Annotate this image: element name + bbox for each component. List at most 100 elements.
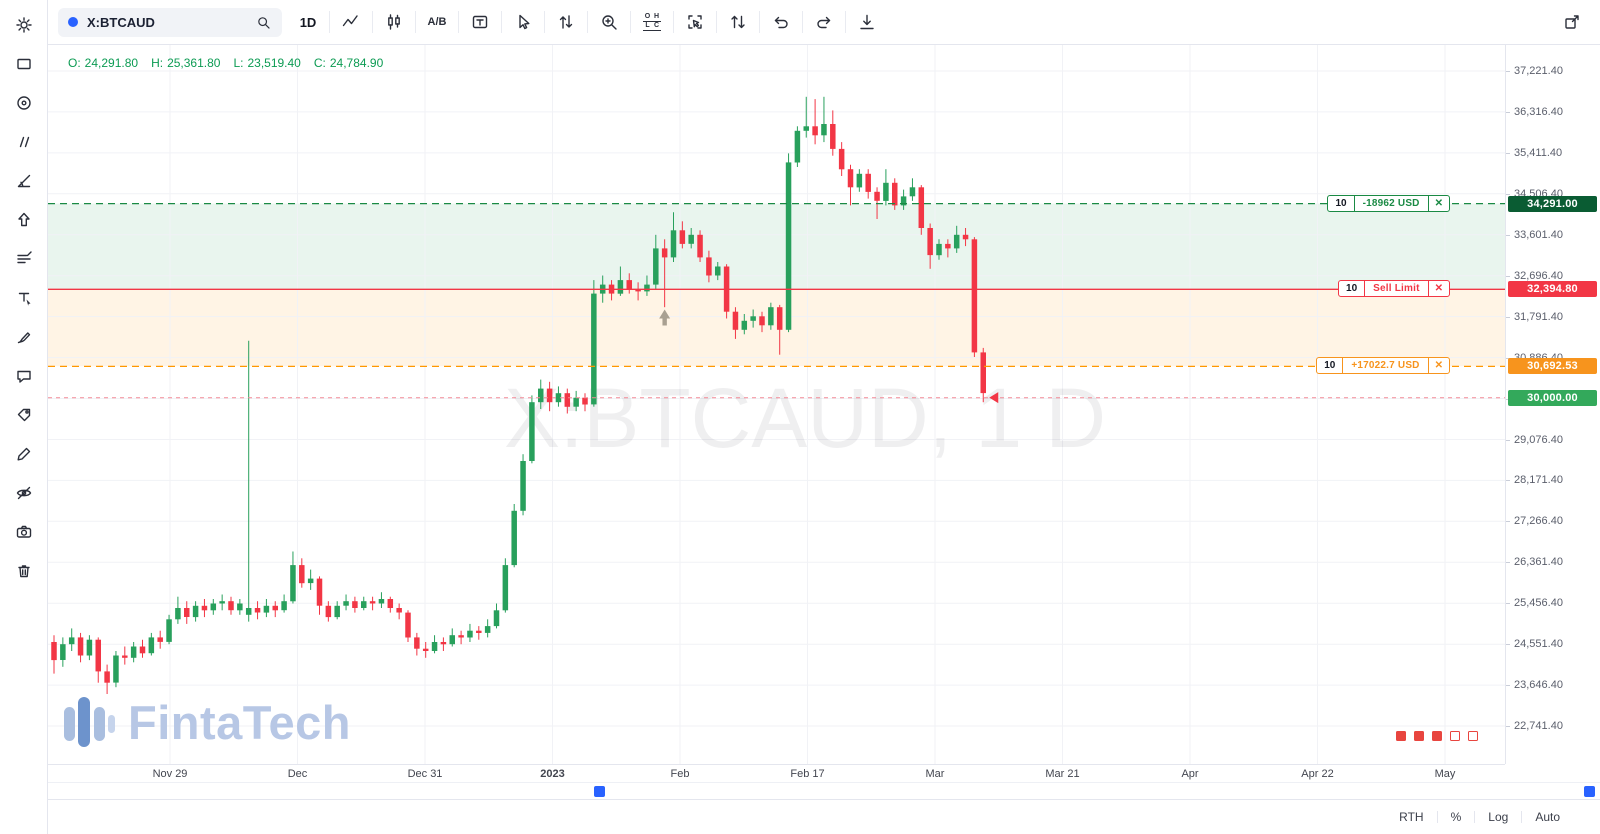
legend-close-label: C: bbox=[313, 56, 326, 70]
hide-drawings-button[interactable] bbox=[8, 477, 40, 509]
scrollbar-handle-left[interactable] bbox=[594, 786, 605, 797]
rectangle-tool-button[interactable] bbox=[8, 48, 40, 80]
order-label[interactable]: 10 +17022.7 USD ✕ bbox=[1316, 357, 1450, 375]
template-button[interactable] bbox=[462, 4, 498, 40]
price-tick-label: 23,646.40 bbox=[1506, 679, 1563, 692]
pencil-icon bbox=[17, 447, 30, 461]
select-button[interactable] bbox=[677, 4, 713, 40]
arrow-up-icon bbox=[17, 212, 30, 227]
price-axis[interactable]: 37,221.40 36,316.40 35,411.40 34,506.40 33,6… bbox=[1505, 45, 1600, 764]
chart-type-button[interactable] bbox=[376, 4, 412, 40]
redo-button[interactable] bbox=[806, 4, 842, 40]
rth-toggle[interactable]: RTH bbox=[1399, 810, 1424, 824]
legend-open-label: O: bbox=[68, 56, 81, 70]
chart-plot[interactable]: X:BTCAUD, 1 D O: 24,291.80 H: 25,361.80 L:… bbox=[48, 45, 1505, 764]
price-tick-label: 36,316.40 bbox=[1506, 105, 1563, 118]
ellipse-tool-button[interactable] bbox=[8, 87, 40, 119]
status-square[interactable] bbox=[1468, 731, 1478, 741]
redo-icon bbox=[817, 16, 831, 29]
toolbar-divider bbox=[759, 11, 760, 33]
price-tick-label: 33,601.40 bbox=[1506, 228, 1563, 241]
legend-high-label: H: bbox=[151, 56, 164, 70]
arrow-tool-button[interactable] bbox=[8, 204, 40, 236]
candlestick-chart[interactable]: X:BTCAUD, 1 D bbox=[48, 45, 1505, 764]
search-icon bbox=[258, 16, 270, 29]
trend-angle-tool-button[interactable] bbox=[8, 165, 40, 197]
toolbar-divider bbox=[716, 11, 717, 33]
pencil-tool-button[interactable] bbox=[8, 438, 40, 470]
log-scale-toggle[interactable]: Log bbox=[1488, 810, 1509, 824]
status-square[interactable] bbox=[1396, 731, 1406, 741]
snapshot-button[interactable] bbox=[8, 516, 40, 548]
price-badge: 30,692.53 bbox=[1508, 358, 1597, 375]
zoom-in-button[interactable] bbox=[591, 4, 627, 40]
time-axis-label: Apr 22 bbox=[1301, 768, 1334, 780]
chart-status-squares bbox=[1396, 731, 1478, 741]
text-tool-button[interactable] bbox=[8, 282, 40, 314]
brush-tool-button[interactable] bbox=[8, 126, 40, 158]
swap-arrows-button[interactable] bbox=[548, 4, 584, 40]
scale-arrows-button[interactable] bbox=[720, 4, 756, 40]
price-tag-tool-button[interactable] bbox=[8, 399, 40, 431]
order-label[interactable]: 10 Sell Limit ✕ bbox=[1338, 280, 1450, 298]
undo-button[interactable] bbox=[763, 4, 799, 40]
price-tick-label: 22,741.40 bbox=[1506, 720, 1563, 732]
time-axis[interactable]: Nov 29 Dec Dec 31 2023 Feb Feb 17 Mar Mar 21 Apr… bbox=[48, 764, 1505, 782]
scrollbar-handle-right[interactable] bbox=[1584, 786, 1595, 797]
sell-marker-arrow-left bbox=[989, 392, 999, 404]
settings-button[interactable] bbox=[8, 9, 40, 41]
legend-low-value: 23,519.40 bbox=[247, 56, 301, 70]
indicators-button[interactable] bbox=[8, 243, 40, 275]
status-square[interactable] bbox=[1414, 731, 1424, 741]
trash-icon bbox=[17, 565, 30, 578]
pen-icon bbox=[17, 332, 30, 344]
line-style-button[interactable] bbox=[333, 4, 369, 40]
indicators-icon bbox=[16, 251, 32, 264]
compare-button[interactable]: A/B bbox=[419, 4, 455, 40]
toolbar-divider bbox=[845, 11, 846, 33]
download-icon bbox=[860, 14, 874, 30]
rectangle-icon bbox=[16, 58, 31, 70]
text-tool-icon bbox=[18, 292, 30, 306]
toolbar-divider bbox=[673, 11, 674, 33]
pen-tool-button[interactable] bbox=[8, 321, 40, 353]
comment-tool-button[interactable] bbox=[8, 360, 40, 392]
scale-arrows-icon bbox=[731, 15, 745, 29]
time-axis-label: Feb 17 bbox=[790, 768, 825, 780]
fullscreen-button[interactable] bbox=[1554, 4, 1590, 40]
price-tick-label: 26,361.40 bbox=[1506, 556, 1563, 569]
target-icon bbox=[16, 96, 31, 110]
order-quantity[interactable]: 10 bbox=[1346, 283, 1358, 295]
legend-low-label: L: bbox=[233, 56, 244, 70]
auto-scale-toggle[interactable]: Auto bbox=[1535, 810, 1560, 824]
remove-drawings-button[interactable] bbox=[8, 555, 40, 587]
legend-close-value: 24,784.90 bbox=[329, 56, 384, 70]
status-square[interactable] bbox=[1432, 731, 1442, 741]
save-button[interactable] bbox=[849, 4, 885, 40]
trend-angle-icon bbox=[17, 174, 30, 188]
time-axis-label: Mar 21 bbox=[1045, 768, 1080, 780]
time-axis-label: Feb bbox=[670, 768, 690, 780]
gear-icon bbox=[15, 17, 32, 33]
percent-scale-toggle[interactable]: % bbox=[1450, 810, 1462, 824]
order-close-icon[interactable]: ✕ bbox=[1434, 360, 1443, 372]
price-tag-icon bbox=[17, 408, 30, 422]
symbol-search[interactable]: X:BTCAUD bbox=[58, 7, 282, 37]
order-text: Sell Limit bbox=[1364, 281, 1429, 297]
timeframe-button[interactable]: 1D bbox=[290, 4, 326, 40]
status-square[interactable] bbox=[1450, 731, 1460, 741]
order-label[interactable]: 10 -18962 USD ✕ bbox=[1327, 194, 1450, 212]
order-quantity[interactable]: 10 bbox=[1324, 360, 1336, 372]
cursor-button[interactable] bbox=[505, 4, 541, 40]
template-icon bbox=[472, 15, 488, 29]
order-close-icon[interactable]: ✕ bbox=[1434, 197, 1443, 209]
time-axis-label: Dec bbox=[287, 768, 308, 780]
candles-icon bbox=[388, 14, 400, 30]
order-close-icon[interactable]: ✕ bbox=[1434, 283, 1443, 295]
symbol-name: X:BTCAUD bbox=[87, 14, 155, 30]
camera-icon bbox=[16, 525, 31, 538]
price-badge: 34,291.00 bbox=[1508, 195, 1597, 212]
buy-marker-arrow-up bbox=[659, 309, 671, 326]
order-quantity[interactable]: 10 bbox=[1335, 197, 1347, 209]
